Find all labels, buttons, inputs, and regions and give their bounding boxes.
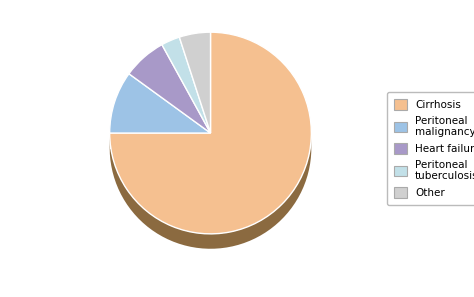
Polygon shape [109, 133, 311, 249]
Wedge shape [129, 45, 210, 133]
Wedge shape [179, 32, 210, 133]
Wedge shape [162, 37, 210, 133]
Wedge shape [109, 32, 311, 234]
Wedge shape [109, 74, 210, 133]
Legend: Cirrhosis, Peritoneal
malignancy, Heart failure, Peritoneal
tuberculosis, Other: Cirrhosis, Peritoneal malignancy, Heart … [387, 92, 474, 205]
